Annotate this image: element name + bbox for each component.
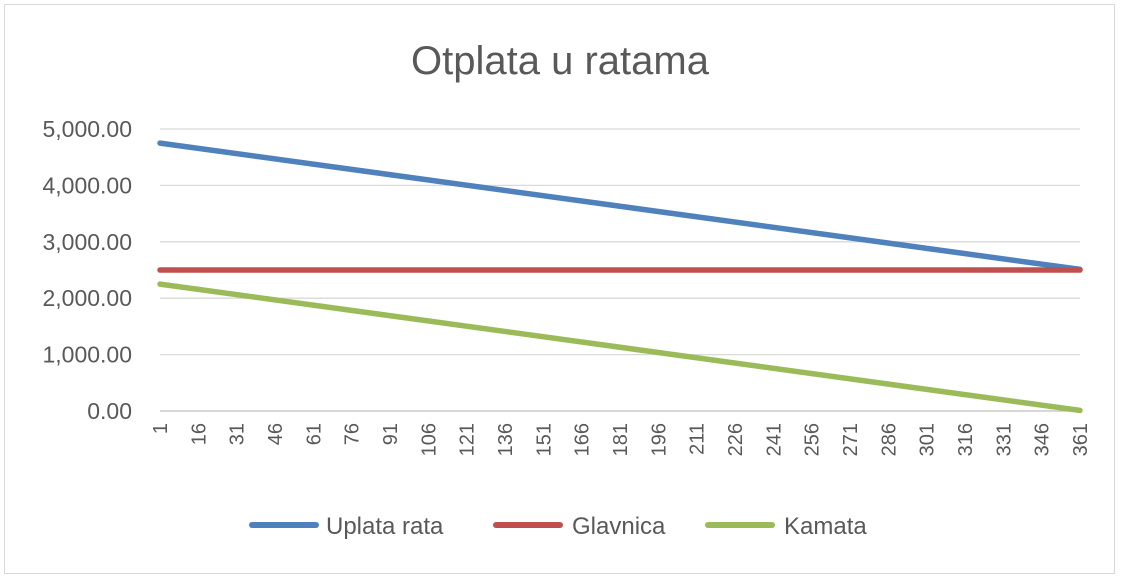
x-tick-label: 121	[457, 423, 479, 456]
y-axis-ticks: 0.00 1,000.00 2,000.00 3,000.00 4,000.00 5,00…	[42, 116, 132, 424]
x-tick-label: 166	[572, 423, 594, 456]
x-tick-label: 211	[687, 423, 709, 455]
legend-item-kamata: Kamata	[705, 513, 867, 540]
x-tick-label: 91	[380, 423, 402, 445]
series-line-uplata-rata	[157, 140, 1083, 273]
x-axis-ticks: 1 16 31 46 61 76 91 106 121 136 151 166 181 196 211 226…	[150, 423, 1092, 456]
x-tick-label: 16	[188, 423, 210, 445]
y-tick-label: 4,000.00	[42, 172, 132, 198]
x-tick-label: 346	[1032, 423, 1054, 456]
x-tick-label: 301	[917, 423, 939, 456]
x-tick-label: 136	[495, 423, 517, 456]
x-tick-label: 181	[610, 423, 632, 456]
legend: Uplata rata Glavnica Kamata	[249, 513, 867, 540]
y-tick-label: 1,000.00	[42, 342, 132, 368]
legend-label: Uplata rata	[326, 513, 444, 540]
legend-item-glavnica: Glavnica	[493, 513, 666, 540]
gridlines	[160, 128, 1080, 412]
x-tick-label: 226	[725, 423, 747, 456]
x-tick-label: 61	[303, 423, 325, 445]
x-tick-label: 271	[840, 423, 862, 456]
legend-label: Glavnica	[572, 513, 666, 540]
series-lines	[157, 140, 1083, 414]
x-tick-label: 31	[227, 423, 249, 445]
y-tick-label: 2,000.00	[42, 285, 132, 311]
x-tick-label: 76	[342, 423, 364, 445]
y-tick-label: 3,000.00	[42, 229, 132, 255]
series-line-kamata	[157, 281, 1083, 414]
legend-label: Kamata	[784, 513, 867, 540]
x-tick-label: 286	[878, 423, 900, 456]
x-tick-label: 331	[993, 423, 1015, 456]
x-tick-label: 256	[802, 423, 824, 456]
x-tick-label: 151	[533, 423, 555, 456]
y-tick-label: 0.00	[87, 398, 132, 424]
y-tick-label: 5,000.00	[42, 116, 132, 142]
x-tick-label: 361	[1070, 423, 1092, 456]
x-tick-label: 316	[955, 423, 977, 456]
x-tick-label: 46	[265, 423, 287, 445]
x-tick-label: 106	[418, 423, 440, 456]
x-tick-label: 196	[648, 423, 670, 456]
chart-title: Otplata u ratama	[411, 39, 710, 83]
legend-item-uplata-rata: Uplata rata	[249, 513, 444, 540]
x-tick-label: 241	[763, 423, 785, 456]
x-tick-label: 1	[150, 423, 172, 434]
